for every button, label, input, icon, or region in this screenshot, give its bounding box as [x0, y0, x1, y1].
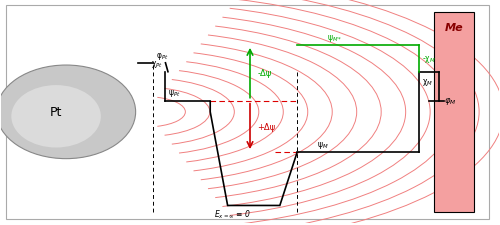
Ellipse shape — [0, 66, 136, 159]
Text: χ$_{Pt}$: χ$_{Pt}$ — [151, 59, 163, 70]
Text: +Δψ: +Δψ — [258, 122, 276, 131]
Text: Me: Me — [444, 23, 463, 33]
Bar — [434, 12, 474, 212]
Text: E$_{x=∞}$ ≡ 0: E$_{x=∞}$ ≡ 0 — [214, 208, 251, 220]
Text: ψ$_{M*}$: ψ$_{M*}$ — [327, 33, 342, 44]
Text: Pt: Pt — [50, 106, 62, 119]
Text: -Δψ: -Δψ — [258, 69, 272, 78]
Ellipse shape — [12, 86, 101, 148]
Text: ψ$_{M}$: ψ$_{M}$ — [317, 139, 328, 150]
Text: -χ$_{M}$: -χ$_{M}$ — [422, 54, 436, 65]
Text: φ$_{M}$: φ$_{M}$ — [444, 96, 456, 107]
Text: χ$_{M}$: χ$_{M}$ — [422, 77, 432, 88]
Text: φ$_{Pt}$: φ$_{Pt}$ — [156, 50, 168, 61]
Text: ψ$_{Pt}$: ψ$_{Pt}$ — [168, 88, 180, 99]
